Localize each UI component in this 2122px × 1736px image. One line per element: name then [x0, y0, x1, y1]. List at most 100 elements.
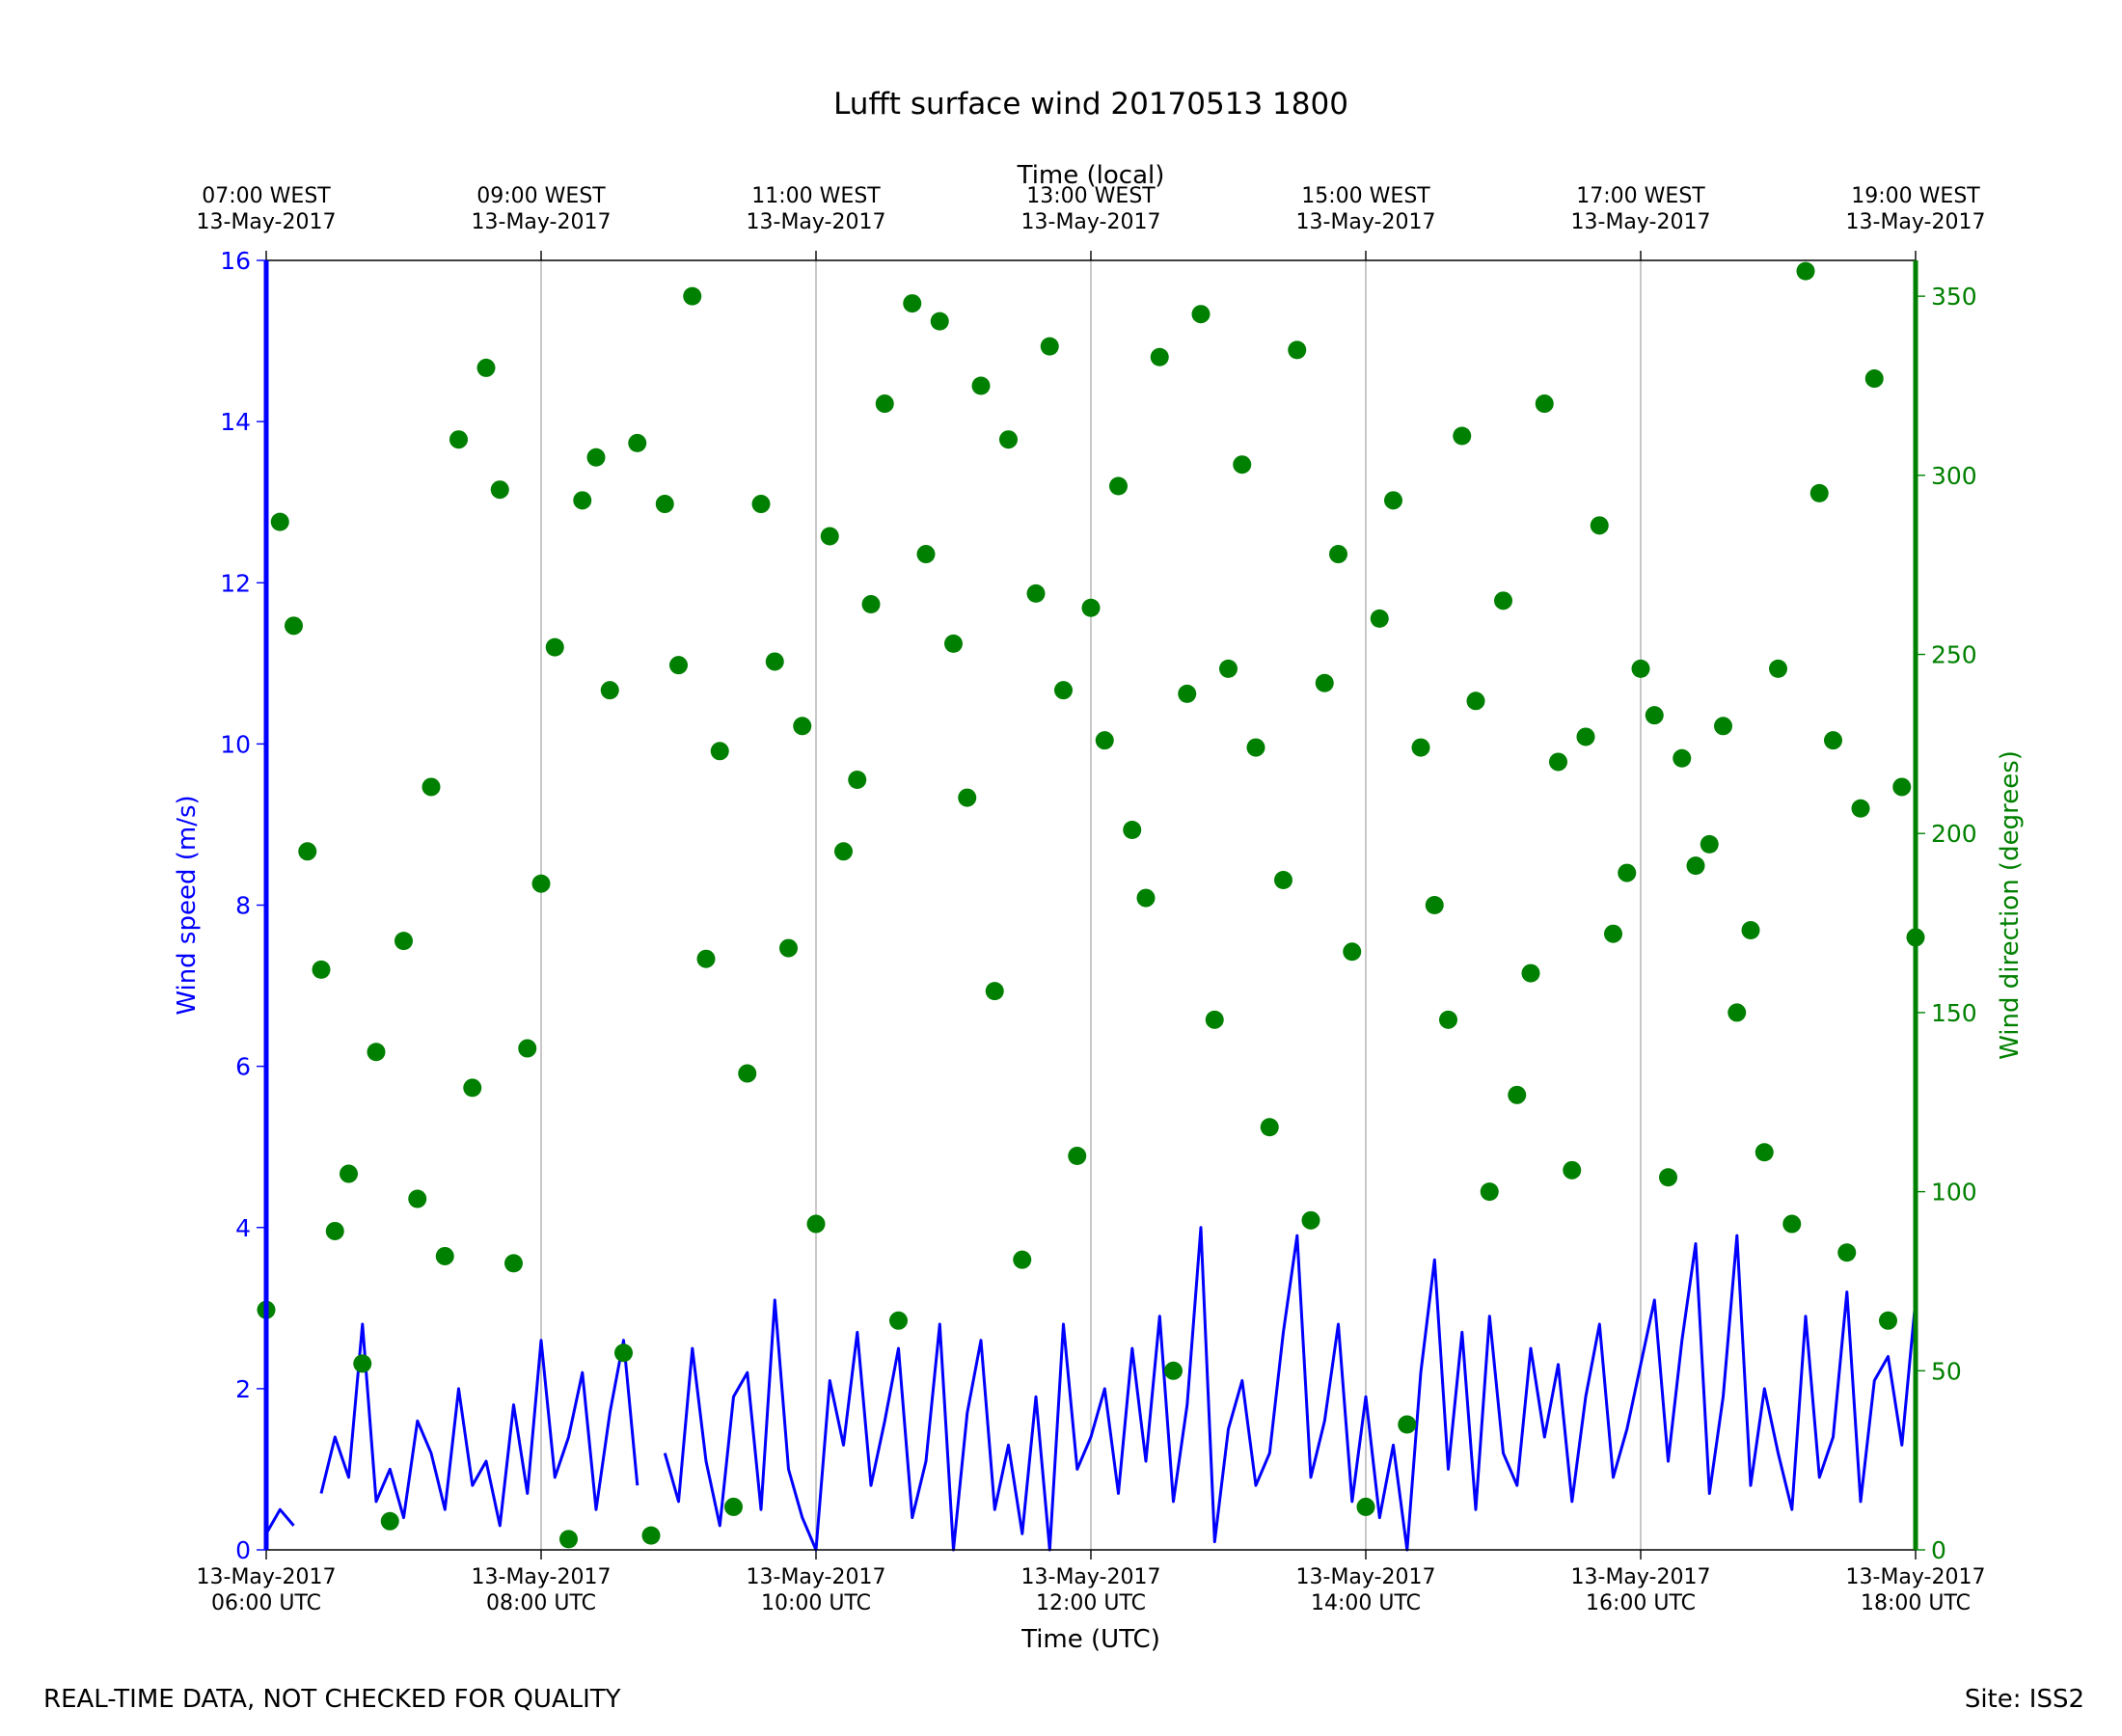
y2-tick-label: 350 — [1931, 283, 1977, 311]
wind-direction-point — [903, 294, 922, 313]
wind-direction-point — [1700, 834, 1719, 854]
wind-direction-point — [916, 545, 936, 564]
wind-speed-line — [264, 1226, 1918, 1552]
wind-direction-point — [1178, 684, 1197, 703]
wind-direction-point — [641, 1526, 661, 1545]
wind-direction-point — [944, 634, 963, 653]
wind-direction-point — [875, 394, 894, 414]
wind-direction-point — [285, 616, 303, 636]
wind-direction-point — [1370, 609, 1389, 628]
wind-direction-point — [1191, 305, 1211, 324]
wind-direction-point — [1246, 738, 1265, 757]
wind-direction-point — [628, 433, 647, 452]
wind-direction-point — [1809, 483, 1829, 502]
wind-direction-point — [793, 717, 812, 736]
wind-direction-point — [408, 1189, 427, 1208]
wind-direction-point — [1590, 516, 1609, 535]
wind-direction-point — [1136, 888, 1156, 908]
wind-direction-point — [435, 1246, 454, 1265]
wind-direction-point — [724, 1497, 743, 1516]
wind-direction-point — [1329, 545, 1347, 564]
wind-direction-point — [738, 1064, 757, 1083]
wind-direction-point — [1164, 1361, 1183, 1380]
wind-direction-point — [1714, 717, 1732, 736]
x2-tick-label: 07:00 WEST 13-May-2017 — [197, 184, 337, 234]
wind-direction-point — [971, 376, 991, 395]
wind-direction-point — [1549, 752, 1567, 772]
wind-direction-point — [1384, 491, 1402, 510]
wind-direction-point — [861, 595, 881, 614]
y-tick-label: 12 — [220, 569, 251, 597]
wind-direction-point — [1576, 727, 1595, 746]
wind-direction-point — [463, 1078, 482, 1098]
x2-tick-label: 13:00 WEST 13-May-2017 — [1021, 184, 1161, 234]
wind-direction-point — [1480, 1182, 1499, 1202]
wind-direction-point — [999, 430, 1018, 449]
wind-direction-point — [1425, 896, 1444, 914]
wind-direction-point — [1439, 1010, 1457, 1029]
wind-direction-point — [1081, 598, 1101, 617]
wind-direction-point — [476, 358, 496, 377]
wind-direction-point — [1095, 731, 1114, 750]
wind-direction-point — [820, 527, 839, 546]
wind-direction-point — [340, 1164, 358, 1183]
x2-tick-label: 11:00 WEST 13-May-2017 — [747, 184, 886, 234]
wind-direction-point — [710, 742, 729, 761]
wind-direction-point — [1466, 692, 1485, 711]
wind-direction-point — [1796, 261, 1815, 281]
wind-direction-point — [1040, 337, 1059, 356]
wind-direction-point — [1013, 1250, 1032, 1269]
wind-direction-point — [518, 1039, 537, 1058]
wind-direction-point — [1508, 1085, 1527, 1104]
wind-direction-point — [1782, 1214, 1802, 1234]
wind-direction-point — [696, 949, 716, 968]
y2-tick-label: 50 — [1931, 1357, 1962, 1385]
wind-direction-point — [394, 932, 413, 951]
x2-tick-label: 17:00 WEST 13-May-2017 — [1571, 184, 1711, 234]
y-tick-label: 8 — [235, 892, 251, 920]
wind-direction-point — [1673, 748, 1692, 768]
wind-direction-point — [1563, 1160, 1582, 1180]
wind-direction-point — [380, 1511, 399, 1531]
x2-axis-label: Time (local) — [1017, 161, 1165, 190]
x-tick-label: 13-May-2017 08:00 UTC — [472, 1565, 612, 1615]
wind-direction-point — [1631, 659, 1650, 678]
wind-direction-point — [1837, 1243, 1857, 1262]
wind-direction-point — [669, 656, 688, 675]
wind-direction-point — [1123, 821, 1142, 840]
x2-tick-label: 09:00 WEST 13-May-2017 — [472, 184, 612, 234]
wind-direction-point — [1398, 1415, 1417, 1434]
wind-direction-point — [1521, 963, 1540, 983]
wind-direction-point — [958, 788, 977, 807]
x-tick-label: 13-May-2017 06:00 UTC — [197, 1565, 337, 1615]
wind-direction-point — [1054, 681, 1073, 700]
wind-direction-point — [1233, 455, 1252, 475]
wind-direction-point — [1769, 659, 1787, 678]
wind-direction-point — [422, 777, 441, 797]
wind-direction-point — [834, 842, 853, 861]
wind-direction-point — [1755, 1143, 1774, 1162]
wind-direction-point — [298, 842, 317, 861]
wind-direction-point — [270, 512, 289, 531]
wind-direction-point — [1301, 1210, 1320, 1230]
wind-direction-point — [1453, 426, 1472, 446]
wind-direction-point — [600, 681, 619, 700]
y2-tick-label: 300 — [1931, 462, 1977, 490]
wind-direction-point — [573, 491, 592, 510]
wind-direction-point — [1851, 799, 1870, 818]
y-tick-label: 14 — [220, 408, 251, 436]
wind-direction-point — [312, 960, 331, 979]
x2-tick-label: 15:00 WEST 13-May-2017 — [1296, 184, 1436, 234]
wind-direction-point — [1728, 1003, 1747, 1022]
y-tick-label: 0 — [235, 1536, 251, 1564]
wind-direction-point — [1356, 1497, 1375, 1516]
wind-direction-point — [779, 938, 798, 958]
x-tick-label: 13-May-2017 18:00 UTC — [1846, 1565, 1986, 1615]
wind-direction-point — [930, 312, 949, 331]
x-tick-label: 13-May-2017 14:00 UTC — [1296, 1565, 1436, 1615]
site-label: Site: ISS2 — [1965, 1685, 2084, 1714]
x-tick-label: 13-May-2017 16:00 UTC — [1571, 1565, 1711, 1615]
footer-note: REAL-TIME DATA, NOT CHECKED FOR QUALITY — [43, 1685, 621, 1714]
wind-direction-point — [1494, 591, 1512, 610]
